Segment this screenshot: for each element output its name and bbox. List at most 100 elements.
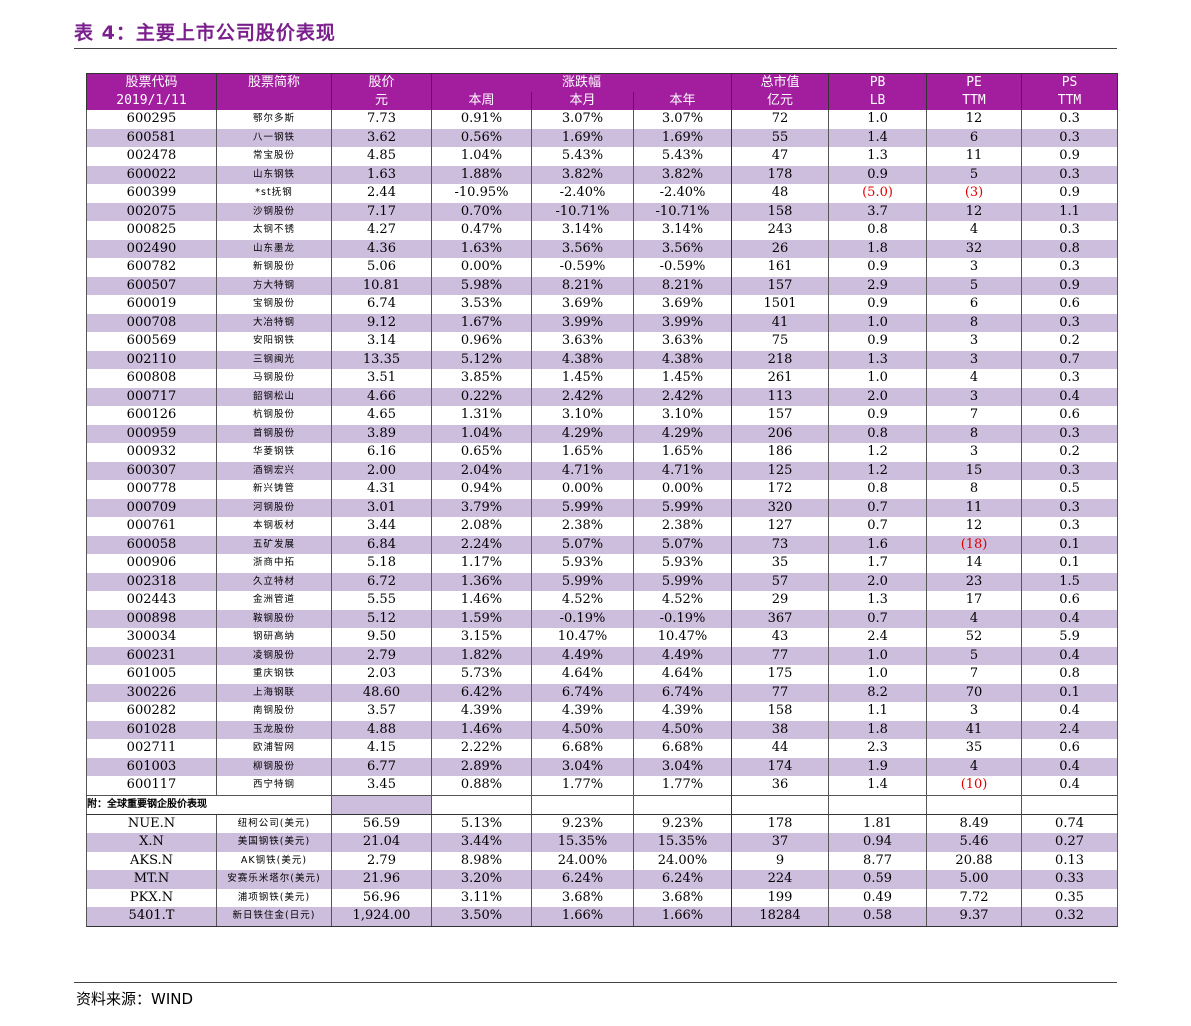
cell-mcap: 1501 <box>731 295 830 314</box>
cell-week: 3.50% <box>431 907 532 927</box>
cell-name: 八一钢铁 <box>216 128 332 147</box>
cell-mcap: 57 <box>731 572 830 591</box>
cell-ps: 0.3 <box>1021 258 1119 277</box>
cell-code: 600282 <box>86 702 217 721</box>
cell-mcap: 206 <box>731 424 830 443</box>
cell-code: 002110 <box>86 350 217 369</box>
cell-name: 杭钢股份 <box>216 406 332 425</box>
cell-week: 1.17% <box>431 554 532 573</box>
cell-week: 2.22% <box>431 739 532 758</box>
cell-name: 山东钢铁 <box>216 165 332 184</box>
table-row: 000932 华菱钢铁 6.16 0.65% 1.65% 1.65% 186 1.2 3 0.2 <box>86 443 1119 462</box>
cell-pb: 1.2 <box>828 443 928 462</box>
header-mcap: 总市值 <box>731 73 830 92</box>
cell-code: 000932 <box>86 443 217 462</box>
cell-mcap: 261 <box>731 369 830 388</box>
cell-mcap: 55 <box>731 128 830 147</box>
cell-week: 3.79% <box>431 498 532 517</box>
note-empty-cell <box>731 794 830 815</box>
cell-code: 000709 <box>86 498 217 517</box>
cell-price: 1,924.00 <box>331 907 432 927</box>
header-pe: PE <box>926 73 1023 92</box>
cell-year: 3.10% <box>632 406 733 425</box>
cell-pe: 3 <box>926 332 1023 351</box>
header-pb: PB <box>828 73 928 92</box>
cell-ps: 0.6 <box>1021 295 1119 314</box>
cell-price: 7.73 <box>331 110 432 129</box>
cell-ps: 0.4 <box>1021 646 1119 665</box>
cell-name: 方大特钢 <box>216 276 332 295</box>
cell-year: 4.71% <box>632 461 733 480</box>
cell-ps: 0.4 <box>1021 609 1119 628</box>
cell-pe: 3 <box>926 350 1023 369</box>
cell-code: 002443 <box>86 591 217 610</box>
cell-mcap: 43 <box>731 628 830 647</box>
cell-year: 6.24% <box>632 870 733 889</box>
cell-price: 3.57 <box>331 702 432 721</box>
cell-mcap: 36 <box>731 776 830 795</box>
cell-code: 600581 <box>86 128 217 147</box>
cell-ps: 0.3 <box>1021 221 1119 240</box>
cell-ps: 0.2 <box>1021 332 1119 351</box>
cell-pb: 0.7 <box>828 517 928 536</box>
table-row: 000708 大冶特钢 9.12 1.67% 3.99% 3.99% 41 1.0 8 0.3 <box>86 313 1119 332</box>
source-note: 资料来源：WIND <box>76 990 194 1008</box>
cell-ps: 0.3 <box>1021 498 1119 517</box>
cell-pe: 3 <box>926 443 1023 462</box>
cell-ps: 1.5 <box>1021 572 1119 591</box>
cell-pe: 15 <box>926 461 1023 480</box>
cell-year: 4.29% <box>632 424 733 443</box>
cell-week: 3.53% <box>431 295 532 314</box>
cell-month: 3.07% <box>531 110 634 129</box>
cell-month: 3.63% <box>531 332 634 351</box>
cell-pe: (10) <box>926 776 1023 795</box>
header-week: 本周 <box>431 92 532 110</box>
cell-name: 太钢不锈 <box>216 221 332 240</box>
cell-mcap: 320 <box>731 498 830 517</box>
cell-pb: 0.7 <box>828 498 928 517</box>
cell-month: 8.21% <box>531 276 634 295</box>
table-row: 600058 五矿发展 6.84 2.24% 5.07% 5.07% 73 1.6 (18) 0.… <box>86 535 1119 554</box>
cell-code: 600808 <box>86 369 217 388</box>
cell-pb: (5.0) <box>828 184 928 203</box>
table-row: 002110 三钢闽光 13.35 5.12% 4.38% 4.38% 218 1.3 3 0.7 <box>86 350 1119 369</box>
cell-ps: 0.3 <box>1021 369 1119 388</box>
cell-month: 3.69% <box>531 295 634 314</box>
cell-pb: 1.8 <box>828 239 928 258</box>
cell-code: 002478 <box>86 147 217 166</box>
cell-pe: 7 <box>926 406 1023 425</box>
cell-year: 3.99% <box>632 313 733 332</box>
cell-ps: 0.3 <box>1021 424 1119 443</box>
cell-month: 0.00% <box>531 480 634 499</box>
cell-pb: 3.7 <box>828 202 928 221</box>
cell-ps: 0.3 <box>1021 517 1119 536</box>
cell-pb: 1.1 <box>828 702 928 721</box>
header-price: 股价 <box>331 73 432 92</box>
cell-year: 1.69% <box>632 128 733 147</box>
cell-price: 4.31 <box>331 480 432 499</box>
cell-pb: 1.8 <box>828 720 928 739</box>
cell-name: 马钢股份 <box>216 369 332 388</box>
cell-ps: 5.9 <box>1021 628 1119 647</box>
cell-week: 3.15% <box>431 628 532 647</box>
table-row: AKS.N AK钢铁(美元) 2.79 8.98% 24.00% 24.00% 9 8.77 2… <box>86 851 1119 870</box>
cell-code: 600399 <box>86 184 217 203</box>
cell-year: 1.45% <box>632 369 733 388</box>
cell-price: 4.15 <box>331 739 432 758</box>
cell-name: AK钢铁(美元) <box>216 851 332 870</box>
cell-name: 酒钢宏兴 <box>216 461 332 480</box>
cell-name: 金洲管道 <box>216 591 332 610</box>
cell-week: 1.36% <box>431 572 532 591</box>
cell-code: 5401.T <box>86 907 217 927</box>
cell-pb: 0.59 <box>828 870 928 889</box>
cell-code: 600022 <box>86 165 217 184</box>
header-pe-sub: TTM <box>926 92 1023 110</box>
cell-week: 1.82% <box>431 646 532 665</box>
cell-name: 常宝股份 <box>216 147 332 166</box>
cell-year: 6.68% <box>632 739 733 758</box>
table-row: 002490 山东墨龙 4.36 1.63% 3.56% 3.56% 26 1.8 32 0.8 <box>86 239 1119 258</box>
cell-week: 3.44% <box>431 833 532 852</box>
header-row-2: 2019/1/11 元 本周 本月 本年 亿元 LB TTM TTM <box>86 92 1119 110</box>
table-row: 600231 凌钢股份 2.79 1.82% 4.49% 4.49% 77 1.0 5 0.4 <box>86 646 1119 665</box>
cell-pe: 5 <box>926 276 1023 295</box>
